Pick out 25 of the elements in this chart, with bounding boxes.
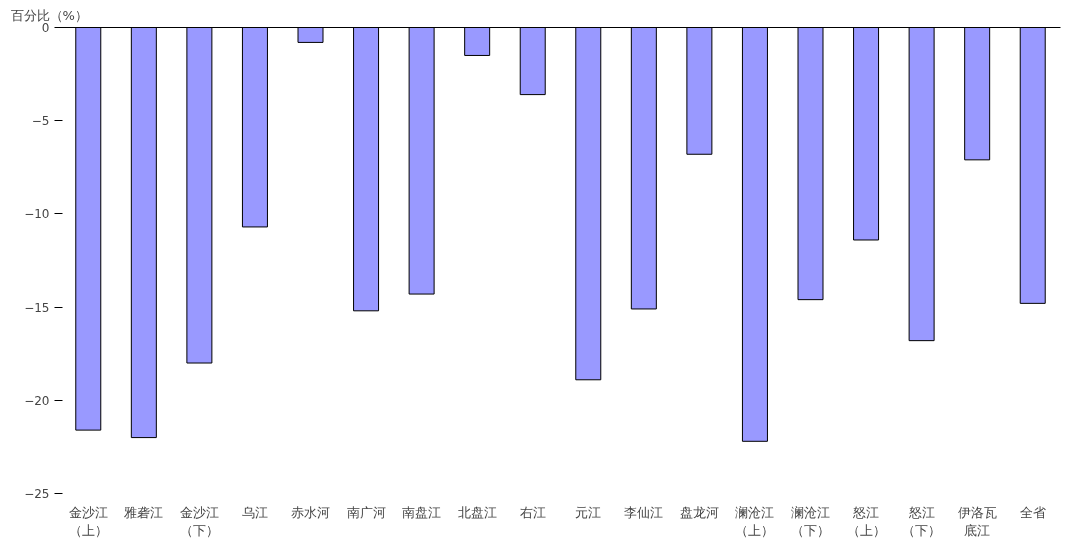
x-tick-label: 雅砻江 (124, 504, 164, 520)
x-tick-label: 右江 (519, 504, 546, 520)
x-tick-label: 怒江（下） (902, 504, 942, 538)
x-tick-label: 李仙江 (624, 504, 664, 520)
x-tick-label: 澜沧江（下） (791, 504, 830, 538)
y-tick-label: 0 (41, 21, 50, 35)
x-tick-label: 南广河 (346, 504, 386, 520)
x-tick-label: 澜沧江（上） (735, 504, 775, 538)
y-axis-title: 百分比（%） (10, 7, 88, 23)
x-tick-label: 全省 (1019, 504, 1046, 520)
x-tick-label: 怒江（上） (846, 504, 886, 538)
y-tick-label: −5 (31, 114, 50, 129)
x-tick-label: 金沙江（上） (68, 504, 108, 538)
y-tick-label: −20 (24, 393, 50, 408)
y-tick-label: −25 (24, 487, 50, 501)
x-tick-label: 伊洛瓦底江 (957, 504, 997, 538)
x-tick-label: 元江 (575, 504, 602, 520)
x-tick-label: 金沙江（下） (179, 504, 219, 538)
y-tick-label: −15 (24, 300, 50, 315)
x-tick-label: 南盘江 (402, 504, 442, 520)
y-tick-label: −10 (24, 207, 50, 222)
x-tick-label: 赤水河 (291, 504, 330, 520)
x-tick-label: 北盘江 (457, 504, 497, 520)
x-tick-label: 盘龙河 (679, 504, 719, 520)
x-tick-label: 乌江 (241, 504, 268, 520)
